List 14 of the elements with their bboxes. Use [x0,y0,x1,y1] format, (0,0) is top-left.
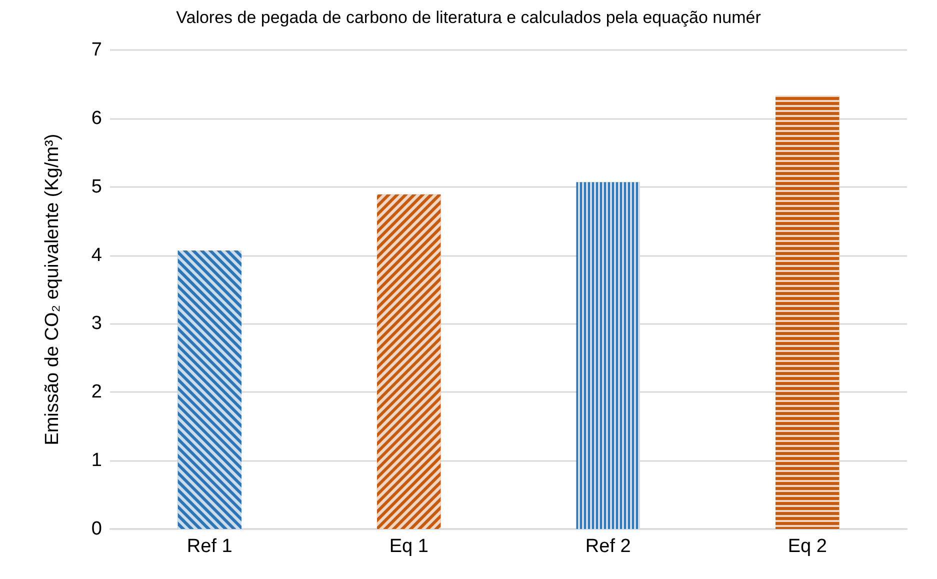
y-tick-label: 1 [91,450,102,472]
y-tick-label: 2 [91,382,102,403]
x-tick-label: Ref 2 [585,536,631,557]
x-tick-label: Ref 1 [186,536,232,557]
y-axis-title: Emissão de CO₂ equivalente (Kg/m³) [42,134,63,446]
x-tick-label: Eq 1 [389,536,428,557]
y-tick-label: 6 [91,108,102,129]
y-tick-label: 4 [91,244,102,266]
chart-title: Valores de pegada de carbono de literatura e calculados pela equação numér [176,8,762,27]
y-tick-label: 5 [91,176,102,198]
y-tick-label: 3 [91,313,102,334]
y-tick-label: 7 [91,40,102,60]
y-tick-label: 0 [91,518,102,540]
x-tick-label: Eq 2 [788,536,827,557]
